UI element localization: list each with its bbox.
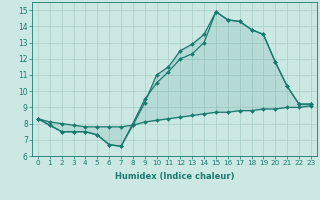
X-axis label: Humidex (Indice chaleur): Humidex (Indice chaleur): [115, 172, 234, 181]
